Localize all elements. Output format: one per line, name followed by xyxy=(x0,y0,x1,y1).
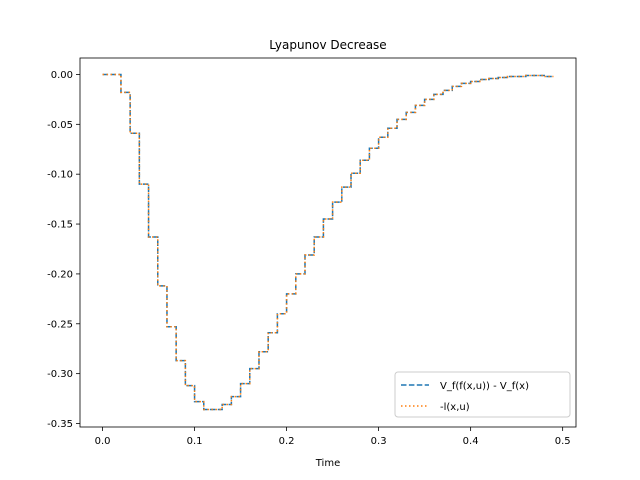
y-tick-label: -0.20 xyxy=(47,269,73,280)
axes: 0.0 0.1 0.2 0.3 0.4 0.5 0.00 -0.05 -0.10 -0.15 -0.… xyxy=(47,57,577,447)
x-tick-label: 0.2 xyxy=(279,436,295,447)
x-axis-label: Time xyxy=(315,458,340,469)
y-tick-label: -0.15 xyxy=(47,220,73,231)
series-line-2 xyxy=(102,73,554,411)
legend: V_f(f(x,u)) - V_f(x) -l(x,u) xyxy=(394,371,571,418)
x-tick-label: 0.5 xyxy=(555,436,571,447)
legend-label-series-1: V_f(f(x,u)) - V_f(x) xyxy=(440,381,529,392)
legend-label-series-2: -l(x,u) xyxy=(440,402,470,413)
x-tick-label: 0.1 xyxy=(187,436,203,447)
chart-title: Lyapunov Decrease xyxy=(269,38,386,52)
plot-frame xyxy=(79,57,577,428)
y-tick-label: -0.25 xyxy=(47,319,73,330)
y-tick-label: -0.10 xyxy=(47,170,73,181)
y-tick-label: -0.05 xyxy=(47,120,73,131)
plot-lines xyxy=(102,73,554,411)
y-tick-label: -0.35 xyxy=(47,419,73,430)
x-tick-label: 0.0 xyxy=(95,436,111,447)
legend-box xyxy=(394,371,571,418)
y-tick-label: -0.30 xyxy=(47,369,73,380)
x-tick-label: 0.3 xyxy=(371,436,387,447)
y-tick-label: 0.00 xyxy=(51,70,73,81)
x-tick-label: 0.4 xyxy=(463,436,479,447)
